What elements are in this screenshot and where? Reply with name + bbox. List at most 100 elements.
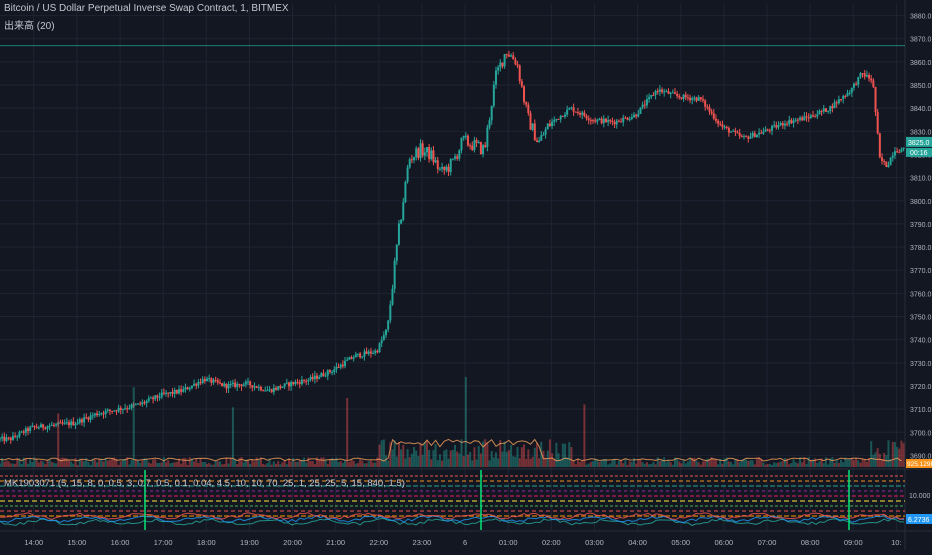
volume-bar — [840, 459, 843, 467]
candle — [83, 417, 86, 423]
volume-bar — [579, 461, 582, 467]
volume-bar — [762, 462, 765, 467]
time-tick-label: 08:00 — [801, 538, 820, 547]
volume-bar — [331, 457, 334, 467]
volume-bar — [24, 458, 27, 467]
candle — [566, 109, 569, 115]
volume-bar — [680, 463, 683, 467]
candle — [803, 116, 806, 121]
volume-bar — [171, 462, 174, 467]
volume-bar — [820, 458, 823, 467]
candle — [24, 428, 27, 433]
candle — [469, 145, 472, 147]
volume-bar — [203, 461, 206, 467]
candle — [121, 408, 124, 410]
candle — [576, 112, 579, 114]
time-tick-label: 06:00 — [714, 538, 733, 547]
volume-bar — [710, 457, 713, 467]
candle — [723, 126, 726, 128]
candle — [27, 428, 30, 431]
candle — [473, 140, 476, 150]
volume-bar — [154, 459, 157, 467]
candle — [695, 97, 698, 101]
volume-bar — [229, 457, 232, 467]
candle — [734, 130, 737, 133]
candle — [824, 108, 827, 112]
volume-bar — [264, 464, 267, 467]
volume-bar — [753, 464, 756, 467]
candle — [896, 151, 899, 153]
volume-bar — [417, 455, 420, 467]
volume-bar — [734, 459, 737, 467]
candle — [251, 385, 254, 388]
candle — [249, 381, 252, 386]
volume-bar — [199, 458, 202, 467]
candle — [436, 160, 439, 169]
candle — [786, 123, 789, 125]
candle — [462, 136, 465, 138]
volume-bar — [512, 456, 515, 467]
volume-bar — [466, 454, 469, 467]
candle — [799, 117, 802, 120]
candle — [557, 118, 560, 120]
candle — [137, 403, 140, 405]
volume-bar — [803, 457, 806, 467]
volume-bar — [55, 463, 58, 467]
candle — [648, 96, 651, 100]
volume-bar — [382, 439, 385, 467]
volume-bar — [39, 460, 42, 467]
price-tick-label: 3850.0 — [910, 83, 932, 90]
volume-bar — [494, 452, 497, 467]
volume-bar — [376, 457, 379, 467]
candle — [725, 126, 728, 128]
candle — [768, 130, 771, 132]
candle — [46, 426, 49, 429]
volume-bar — [482, 441, 485, 467]
candle — [199, 382, 202, 384]
candle — [285, 382, 288, 384]
volume-bar — [259, 457, 262, 467]
volume-bar — [113, 457, 116, 467]
volume-bar — [298, 459, 301, 467]
volume-bar — [165, 462, 168, 467]
volume-bar — [837, 462, 840, 467]
candle — [602, 118, 605, 124]
volume-bar — [740, 459, 743, 467]
candle — [438, 168, 441, 170]
candle — [337, 366, 340, 368]
volume-bar — [451, 449, 454, 467]
volume-bar — [699, 464, 702, 467]
volume-bar — [380, 440, 383, 467]
volume-bar — [538, 458, 541, 467]
candle — [510, 55, 513, 57]
volume-bar — [70, 461, 73, 467]
volume-bar — [639, 459, 642, 467]
time-tick-label: 15:00 — [68, 538, 87, 547]
time-tick-label: 23:00 — [413, 538, 432, 547]
candle — [842, 95, 845, 100]
candle — [714, 118, 717, 121]
volume-bar — [880, 459, 883, 467]
volume-bar — [620, 460, 623, 467]
volume-bar — [540, 441, 543, 467]
candle — [507, 54, 510, 57]
volume-bar — [805, 463, 808, 467]
candle — [546, 123, 549, 130]
candle — [270, 389, 273, 393]
volume-bar — [294, 461, 297, 467]
volume-bar — [471, 460, 474, 467]
candle — [9, 437, 12, 441]
volume-bar — [5, 460, 8, 467]
candle — [352, 357, 355, 359]
volume-bar — [790, 463, 793, 467]
candle — [732, 130, 735, 132]
candle — [335, 366, 338, 370]
volume-bar — [460, 439, 463, 467]
price-tick-label: 3710.0 — [910, 407, 932, 414]
volume-bar — [387, 460, 390, 467]
candle — [680, 97, 683, 99]
candle — [206, 378, 209, 382]
volume-bar — [818, 461, 821, 467]
